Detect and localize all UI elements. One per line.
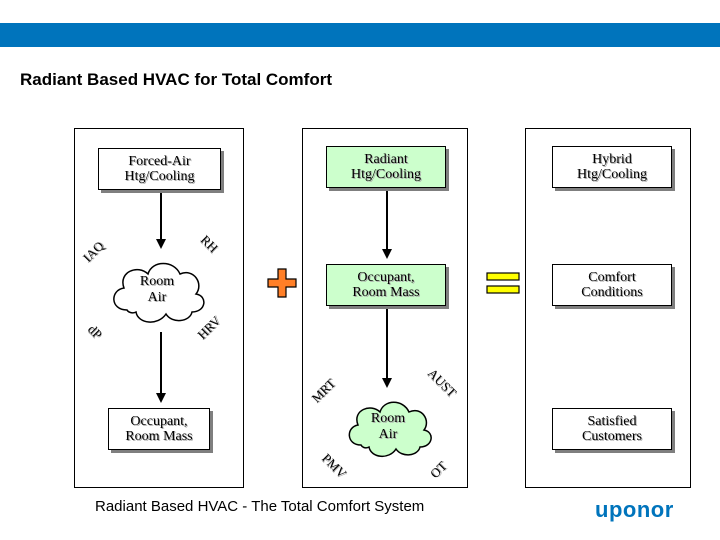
box-label: HybridHtg/Cooling bbox=[577, 152, 647, 183]
box-label: Forced-AirHtg/Cooling bbox=[124, 154, 194, 185]
diagram-area: Forced-AirHtg/Cooling RadiantHtg/Cooling… bbox=[0, 110, 720, 490]
box-label: Occupant,Room Mass bbox=[352, 270, 419, 301]
box-label: ComfortConditions bbox=[581, 270, 642, 301]
uponor-logo: uponor bbox=[595, 497, 674, 523]
box-label: SatisfiedCustomers bbox=[582, 414, 642, 445]
cloud-label: RoomAir bbox=[371, 411, 405, 443]
cloud-label: RoomAir bbox=[140, 274, 174, 306]
box-hybrid: HybridHtg/Cooling bbox=[552, 146, 672, 188]
box-label: RadiantHtg/Cooling bbox=[351, 152, 421, 183]
box-comfort-conditions: ComfortConditions bbox=[552, 264, 672, 306]
box-satisfied-customers: SatisfiedCustomers bbox=[552, 408, 672, 450]
box-occupant-room-mass-1: Occupant,Room Mass bbox=[108, 408, 210, 450]
footer-caption: Radiant Based HVAC - The Total Comfort S… bbox=[95, 498, 424, 515]
box-label: Occupant,Room Mass bbox=[125, 414, 192, 445]
box-forced-air: Forced-AirHtg/Cooling bbox=[98, 148, 221, 190]
page-title: Radiant Based HVAC for Total Comfort bbox=[20, 70, 332, 90]
equals-icon bbox=[486, 270, 520, 296]
cloud-room-air-2: RoomAir bbox=[338, 390, 438, 464]
box-occupant-room-mass-2: Occupant,Room Mass bbox=[326, 264, 446, 306]
cloud-room-air-1: RoomAir bbox=[102, 250, 212, 330]
box-radiant: RadiantHtg/Cooling bbox=[326, 146, 446, 188]
header-blue-bar bbox=[0, 23, 720, 47]
plus-icon bbox=[266, 267, 298, 299]
